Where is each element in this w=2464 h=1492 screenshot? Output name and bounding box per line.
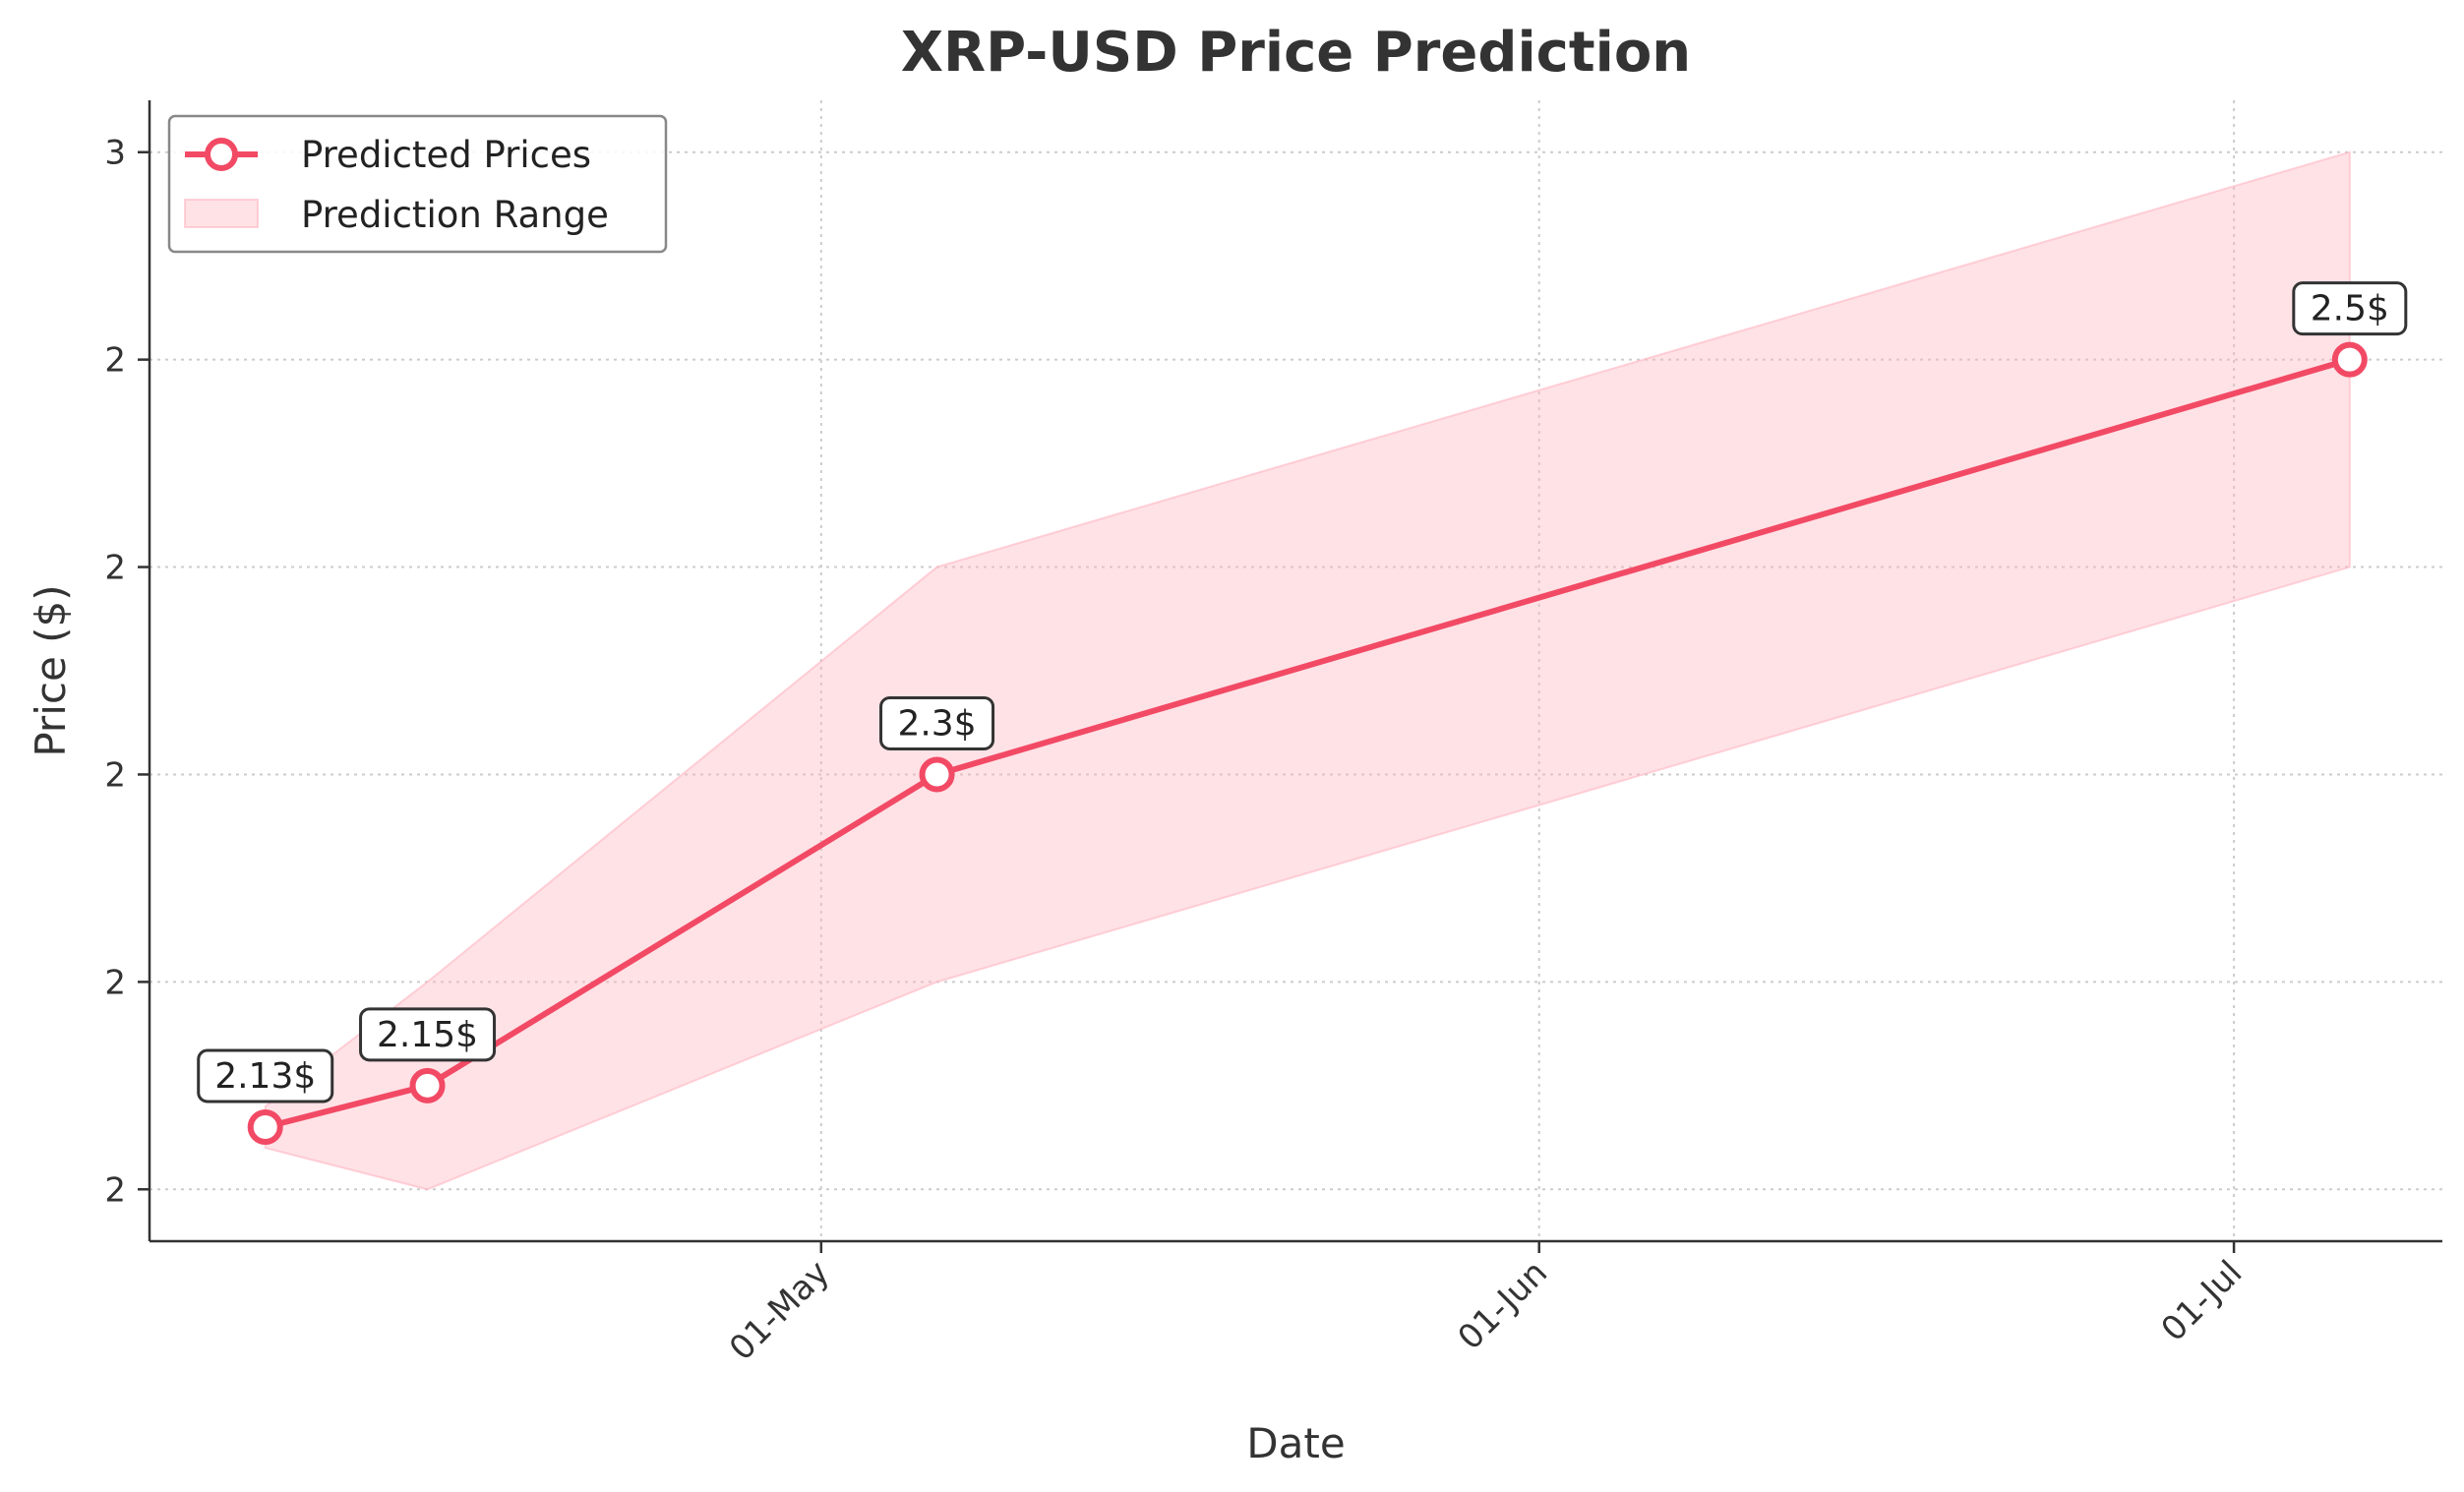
- y-tick-label: 3: [104, 134, 126, 173]
- legend-marker-swatch: [205, 138, 238, 171]
- x-tick-label: 01-May: [722, 1253, 837, 1368]
- price-annotation-label: 2.13$: [214, 1056, 316, 1097]
- x-axis-ticks: 01-May 01-Jun 01-Jul: [722, 1241, 2251, 1368]
- predicted-prices-layer: [247, 341, 2368, 1145]
- predicted-prices-line: [264, 356, 2351, 1130]
- predicted-price-point: [409, 1067, 446, 1104]
- x-axis-label: Date: [1246, 1419, 1345, 1467]
- price-annotation: 2.15$: [359, 1007, 497, 1062]
- price-annotation-label: 2.5$: [2311, 289, 2389, 329]
- grid: [150, 100, 2442, 1241]
- y-tick-label: 2: [104, 341, 126, 381]
- price-annotation-label: 2.15$: [377, 1015, 478, 1055]
- y-tick-label: 2: [104, 1170, 126, 1210]
- price-annotation-label: 2.3$: [897, 703, 976, 744]
- price-annotation: 2.5$: [2292, 281, 2408, 336]
- price-annotation-box: [359, 1007, 497, 1062]
- legend-label-prediction-range: Prediction Range: [301, 194, 609, 236]
- annotations: 2.13$ 2.15$ 2.3$ 2.5$: [197, 281, 2408, 1104]
- x-tick-label: 01-Jun: [1451, 1253, 1555, 1357]
- price-annotation: 2.13$: [197, 1048, 334, 1104]
- y-tick-label: 2: [104, 963, 126, 1002]
- prediction-range-area: [264, 150, 2351, 1191]
- price-annotation-box: [879, 695, 995, 750]
- predicted-price-point: [247, 1109, 283, 1145]
- price-annotation-box: [197, 1048, 334, 1104]
- predicted-price-point: [919, 756, 955, 793]
- prediction-range-layer: [264, 150, 2351, 1191]
- predicted-price-point: [2331, 341, 2368, 378]
- legend-area-swatch: [184, 199, 259, 228]
- legend-label-predicted-prices: Predicted Prices: [301, 134, 591, 176]
- price-annotation-box: [2292, 281, 2408, 336]
- price-annotation: 2.3$: [879, 695, 995, 750]
- y-tick-label: 2: [104, 755, 126, 795]
- axes: [148, 100, 2442, 1243]
- chart-title: XRP-USD Price Prediction: [901, 21, 1691, 85]
- y-axis-ticks: 2 2 2 2 2 3: [104, 134, 150, 1210]
- legend-frame: [167, 114, 668, 254]
- y-tick-label: 2: [104, 549, 126, 588]
- x-tick-label: 01-Jul: [2154, 1253, 2251, 1349]
- legend: Predicted Prices Prediction Range: [167, 114, 668, 254]
- y-axis-label: Price ($): [27, 584, 75, 756]
